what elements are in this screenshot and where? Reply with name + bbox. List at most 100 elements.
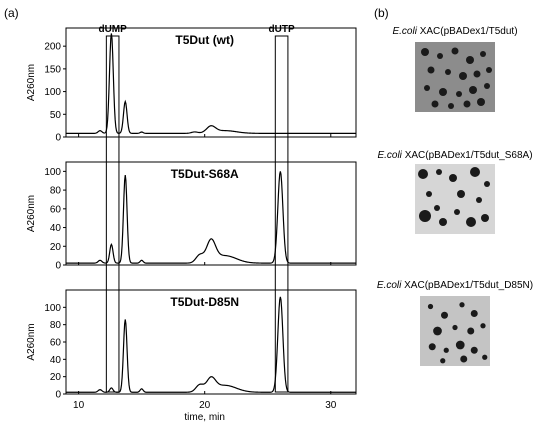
y-tick-label-3-100: 100	[44, 303, 61, 314]
x-axis-label: time, min	[184, 412, 225, 423]
panel-label-b: (b)	[374, 6, 389, 20]
y-tick-label-2-0: 0	[55, 261, 61, 272]
colony	[440, 358, 446, 364]
plate-strain-3: XAC(pBADex1/T5dut_D85N)	[404, 280, 534, 291]
colony	[424, 85, 430, 91]
colony	[459, 302, 465, 308]
y-axis-label-3: A260nm	[26, 323, 37, 360]
colony	[421, 48, 429, 56]
colony	[477, 98, 485, 106]
highlight-label-dutp: dUTP	[269, 24, 295, 35]
plate-image-3	[420, 296, 490, 366]
colony	[419, 210, 431, 222]
highlight-box-dump	[105, 35, 120, 393]
plate-species-1: E.coli	[392, 26, 417, 37]
colony	[476, 197, 482, 203]
colony	[469, 86, 477, 94]
plate-species-2: E.coli	[377, 150, 402, 161]
colony	[484, 181, 490, 187]
y-tick-label-2-80: 80	[50, 186, 62, 197]
y-axis-label-2: A260nm	[26, 195, 37, 232]
subplot-title-2: T5Dut-S68A	[171, 167, 239, 181]
colony	[456, 91, 462, 97]
x-tick-label-20: 20	[199, 400, 211, 411]
y-tick-label-3-80: 80	[50, 320, 62, 331]
colony	[470, 346, 478, 354]
colony	[434, 205, 440, 211]
colony	[467, 327, 475, 335]
colony	[433, 326, 442, 336]
x-tick-label-10: 10	[73, 400, 85, 411]
plot-frame-1	[65, 27, 357, 138]
y-tick-label-2-60: 60	[50, 204, 62, 215]
colony	[436, 169, 442, 175]
plate-species-3: E.coli	[376, 280, 402, 291]
colony	[439, 218, 447, 226]
plate-image-1	[415, 42, 495, 112]
colony	[448, 103, 454, 109]
colony	[460, 355, 468, 363]
subplot-title-1: T5Dut (wt)	[175, 33, 234, 47]
colony	[466, 56, 474, 64]
colony	[428, 343, 436, 351]
colony	[426, 191, 432, 197]
y-tick-label-1-150: 150	[44, 64, 61, 75]
y-tick-label-2-40: 40	[50, 223, 62, 234]
y-tick-label-1-100: 100	[44, 87, 61, 98]
colony	[480, 323, 486, 329]
y-tick-label-2-20: 20	[50, 242, 62, 253]
trace-1	[66, 33, 356, 134]
colony	[449, 174, 457, 182]
panel-label-a: (a)	[4, 6, 19, 20]
y-tick-label-3-40: 40	[50, 355, 62, 366]
y-tick-label-1-50: 50	[50, 110, 62, 121]
colony	[427, 303, 434, 310]
colony	[482, 354, 488, 360]
y-tick-label-3-60: 60	[50, 338, 62, 349]
plate-strain-2: XAC(pBADex1/T5dut_S68A)	[404, 150, 533, 161]
colony	[457, 190, 465, 198]
colony	[439, 88, 447, 96]
y-tick-label-2-100: 100	[44, 167, 61, 178]
colony	[463, 100, 471, 108]
y-tick-label-3-20: 20	[50, 372, 62, 383]
colony	[452, 324, 458, 331]
colony	[466, 217, 476, 227]
colony	[441, 311, 448, 319]
colony	[431, 100, 439, 108]
plate-caption-2: E.coli XAC(pBADex1/T5dut_S68A)	[365, 150, 545, 161]
colony	[443, 347, 449, 353]
colony	[454, 209, 460, 215]
plate-caption-3: E.coli XAC(pBADex1/T5dut_D85N)	[365, 280, 545, 291]
colony	[427, 66, 435, 74]
colony	[486, 67, 492, 73]
trace-3	[66, 296, 356, 393]
plate-caption-1: E.coli XAC(pBADex1/T5dut)	[365, 26, 545, 37]
y-tick-label-1-200: 200	[44, 42, 61, 53]
plate-strain-1: XAC(pBADex1/T5dut)	[419, 26, 518, 37]
colony	[470, 167, 480, 177]
y-tick-label-3-0: 0	[55, 390, 61, 401]
trace-2	[66, 171, 356, 264]
plot-frame-2	[65, 161, 357, 266]
colony	[418, 169, 428, 179]
y-tick-label-1-0: 0	[55, 133, 61, 144]
colony	[481, 214, 489, 222]
colony	[473, 70, 481, 78]
colony	[459, 72, 467, 80]
colony	[455, 340, 465, 350]
colony	[451, 47, 459, 55]
y-axis-label-1: A260nm	[26, 64, 37, 101]
highlight-label-dump: dUMP	[98, 24, 127, 35]
colony	[484, 83, 490, 89]
colony	[437, 53, 443, 59]
highlight-box-dutp	[274, 35, 289, 393]
plate-image-2	[415, 164, 495, 234]
colony	[470, 310, 478, 317]
colony	[480, 51, 486, 57]
colony	[445, 69, 451, 75]
x-tick-label-30: 30	[325, 400, 337, 411]
subplot-title-3: T5Dut-D85N	[170, 295, 239, 309]
